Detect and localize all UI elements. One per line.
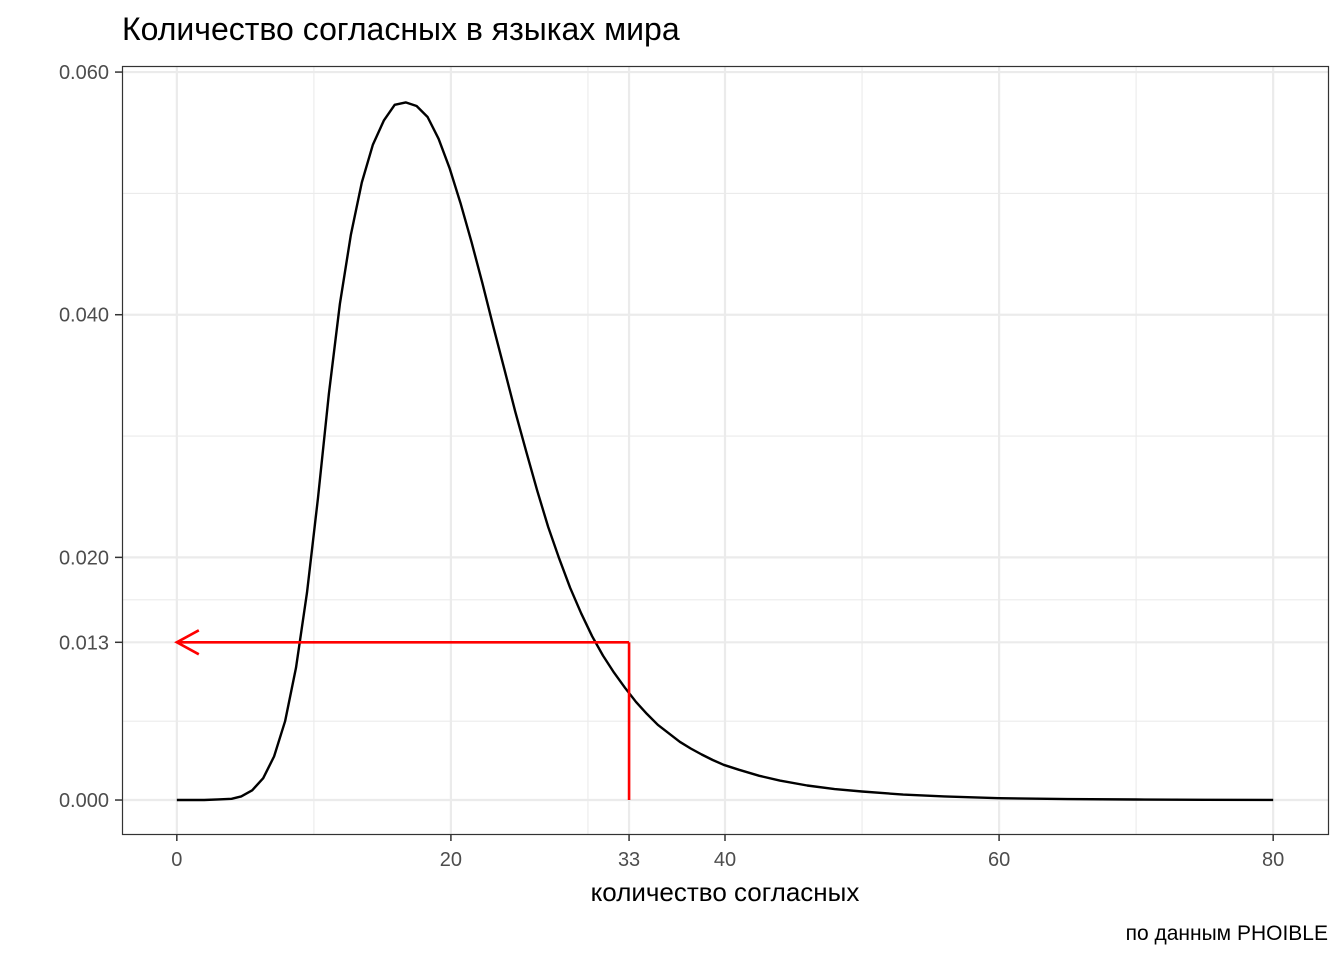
annotation-arrowhead — [174, 629, 200, 656]
y-tick-label: 0.040 — [59, 305, 109, 327]
density-curve — [176, 101, 1274, 802]
major-grid — [122, 66, 1328, 834]
x-tick-label: 80 — [1262, 849, 1284, 871]
chart-title: Количество согласных в языках мира — [122, 11, 680, 47]
chart-caption: по данным PHOIBLE — [1126, 922, 1328, 945]
y-tick-label: 0.000 — [59, 790, 109, 812]
x-tick-label: 40 — [714, 849, 736, 871]
x-tick-label: 33 — [618, 849, 640, 871]
x-axis: 0 20 33 40 60 80 — [171, 834, 1284, 871]
y-axis: 0.000 0.013 0.020 0.040 0.060 — [59, 62, 122, 812]
x-tick-label: 0 — [171, 849, 182, 871]
y-tick-label: 0.013 — [59, 632, 109, 654]
density-layer — [176, 101, 1274, 802]
x-tick-label: 20 — [440, 849, 462, 871]
x-tick-label: 60 — [988, 849, 1010, 871]
y-tick-label: 0.020 — [59, 547, 109, 569]
x-axis-label: количество согласных — [591, 877, 860, 907]
y-tick-label: 0.060 — [59, 62, 109, 84]
annotation-layer — [174, 629, 631, 801]
